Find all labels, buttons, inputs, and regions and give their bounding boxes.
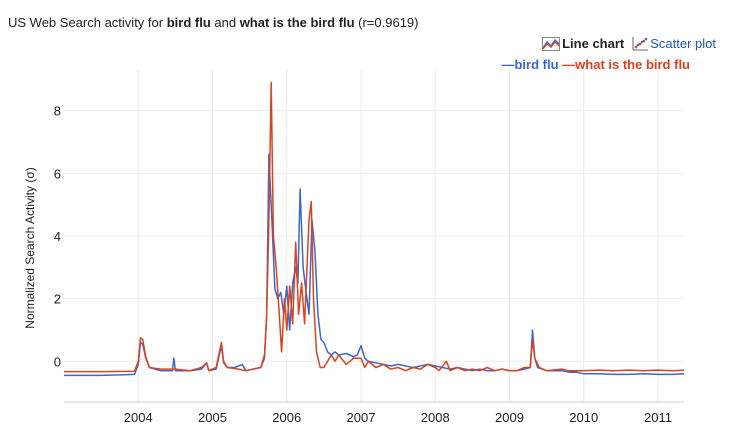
- scatter-plot-toggle[interactable]: Scatter plot: [632, 36, 716, 51]
- legend: —bird flu —what is the bird flu: [501, 57, 690, 72]
- title-term-2: what is the bird flu: [239, 15, 355, 30]
- title-suffix: (r=0.9619): [354, 15, 419, 30]
- grid: [64, 70, 684, 403]
- chart-title: US Web Search activity for bird flu and …: [8, 15, 418, 30]
- series-line-2: [64, 81, 685, 373]
- x-tick-label: 2009: [495, 410, 524, 425]
- y-tick-label: 0: [54, 354, 61, 369]
- x-tick-label: 2005: [198, 410, 227, 425]
- chart-type-toggle: Line chart Scatter plot: [542, 36, 716, 51]
- y-tick-label: 8: [54, 104, 61, 119]
- line-chart-label: Line chart: [562, 36, 625, 51]
- title-term-1: bird flu: [166, 15, 211, 30]
- y-axis-label: Normalized Search Activity (σ): [23, 167, 37, 328]
- x-tick-label: 2006: [272, 410, 301, 425]
- line-chart-icon: [542, 36, 561, 51]
- y-axis-ticks: 0 2 4 6 8: [54, 104, 61, 370]
- y-tick-label: 6: [54, 166, 61, 181]
- title-mid: and: [210, 15, 240, 30]
- x-tick-label: 2007: [347, 410, 376, 425]
- legend-series-1: —bird flu: [501, 57, 559, 72]
- series-lines: [64, 81, 685, 377]
- x-tick-label: 2004: [124, 410, 153, 425]
- scatter-plot-label: Scatter plot: [650, 36, 716, 51]
- x-tick-label: 2008: [421, 410, 450, 425]
- legend-series-2: —what is the bird flu: [562, 57, 690, 72]
- series-line-1: [64, 153, 685, 377]
- y-tick-label: 4: [54, 229, 61, 244]
- x-tick-label: 2010: [569, 410, 598, 425]
- x-axis-ticks: 2004 2005 2006 2007 2008 2009 2010 2011: [124, 410, 672, 425]
- title-prefix: US Web Search activity for: [8, 15, 167, 30]
- x-tick-label: 2011: [644, 410, 672, 425]
- y-tick-label: 2: [54, 292, 61, 307]
- line-chart-toggle[interactable]: Line chart: [542, 36, 624, 51]
- scatter-plot-icon: [632, 36, 649, 50]
